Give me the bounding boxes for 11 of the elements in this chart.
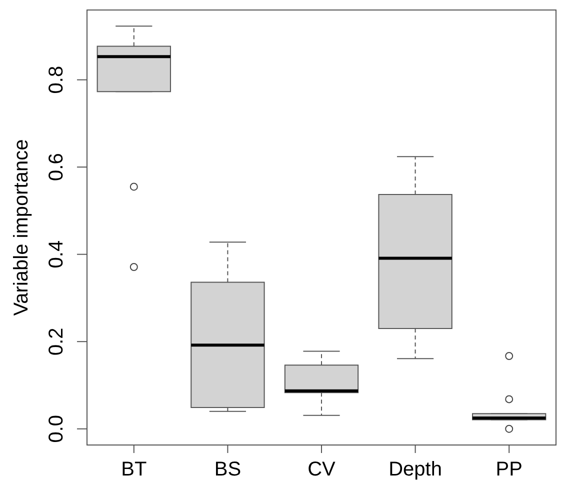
x-tick-label: CV — [308, 458, 336, 481]
y-tick-label: 0.8 — [46, 66, 68, 94]
x-tick-label: BT — [121, 458, 147, 481]
y-tick-label: 0.2 — [46, 328, 68, 356]
x-tick-label: PP — [496, 458, 522, 481]
x-tick-label: BS — [214, 458, 242, 481]
y-tick-label: 0.6 — [46, 153, 68, 181]
y-tick-label: 0.0 — [46, 414, 68, 443]
y-tick-label: 0.4 — [46, 240, 68, 268]
y-axis-title: Variable importance — [10, 139, 33, 316]
x-tick-label: Depth — [388, 458, 442, 481]
